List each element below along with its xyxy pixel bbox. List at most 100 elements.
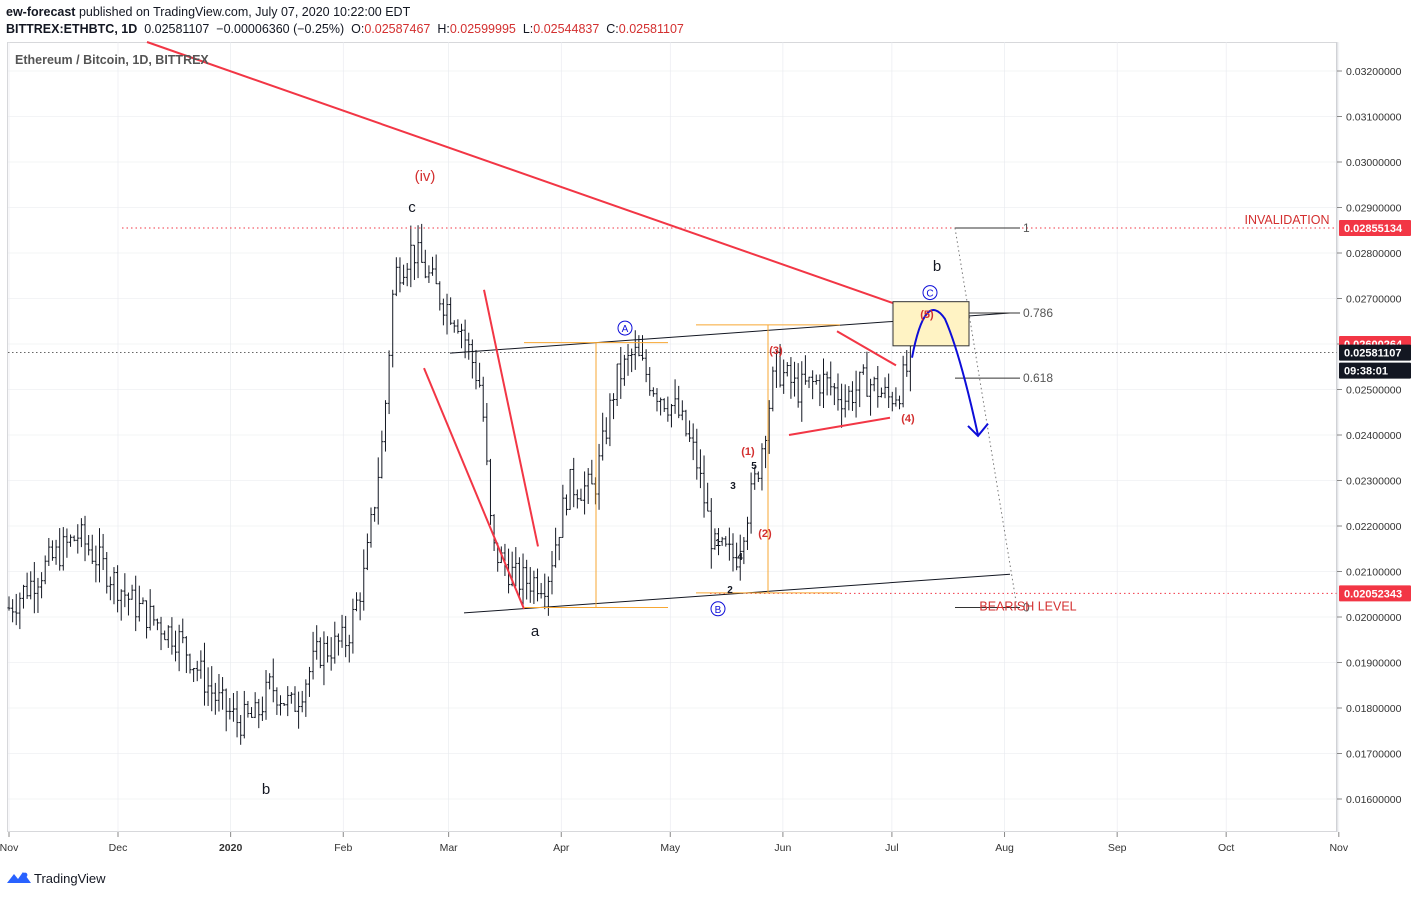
circle-a-label: A [622,324,629,335]
fib-level-label: 0.786 [1023,306,1053,320]
wave4-support-line [788,416,891,436]
chart-title: Ethereum / Bitcoin, 1D, BITTREX [15,53,209,67]
price-axis[interactable]: 0.03200000 0.03100000 0.03000000 0.02900000… [1336,42,1411,832]
time-tick-label: Nov [0,842,19,854]
time-tick-label: Dec [109,842,128,854]
wedge-line-upper [483,289,539,547]
time-tick-label: Feb [334,842,352,854]
price-tick-label: 0.02300000 [1346,476,1402,488]
price-tick-label: 0.03100000 [1346,112,1402,124]
open-label: O: [351,22,365,36]
time-tick-label: Oct [1218,842,1234,854]
price-tag-label: 0.02581107 [1344,348,1402,360]
wave4-resistance-line [836,330,897,367]
price-tag-bg [1339,362,1411,379]
close-label: C: [606,22,619,36]
publish-info: published on TradingView.com, July 07, 2… [78,5,411,19]
quote-line: BITTREX:ETHBTC, 1D 0.02581107 −0.0000636… [6,22,684,36]
wave-a-label: a [531,623,540,640]
last-price: 0.02581107 [144,22,210,36]
wave-iv-label: (iv) [415,168,436,185]
red-trendline [146,41,929,317]
high-label: H: [437,22,450,36]
open-value: 0.02587467 [364,22,431,36]
price-tag-bg [1339,585,1411,602]
price-change: −0.00006360 (−0.25%) [216,22,345,36]
chart-canvas[interactable]: 1 0.786 0.618 0 INVALIDATION BEARISH LEVEL (iv… [0,0,1420,862]
projection-arrow [911,309,979,436]
wave-minor-1-label: 1 [715,538,721,549]
wave-sub-2-label: (2) [758,528,772,540]
author-name[interactable]: ew-forecast [6,5,76,19]
price-tag-bg [1339,219,1411,236]
time-tick-label: Sep [1108,842,1127,854]
close-value: 0.02581107 [618,22,684,36]
circle-c-label-ring [922,285,938,301]
bearish-level-label: BEARISH LEVEL [979,600,1076,614]
publish-line: ew-forecast published on TradingView.com… [6,5,410,19]
time-tick-label: Mar [440,842,459,854]
price-tick-label: 0.01800000 [1346,703,1402,715]
price-tick-label: 0.02800000 [1346,248,1402,260]
wave-c-label: c [408,199,416,216]
fib-level-label: 0.618 [1023,371,1053,385]
drawing-overlay [8,41,1337,614]
circle-c-label: C [926,289,933,300]
wave-b-high-label: b [933,258,941,275]
wave-sub-4-label: (4) [901,413,915,425]
wave-sub-5-label: (5) [920,309,934,321]
time-axis[interactable]: Nov Dec 2020 Feb Mar Apr May Jun Jul Aug Sep Oct Nov [0,832,1349,854]
price-tick-label: 0.01900000 [1346,658,1402,670]
time-tick-label: May [660,842,681,854]
time-tick-label: Apr [553,842,570,854]
circle-b-label: B [715,605,722,616]
time-tick-label: Nov [1329,842,1348,854]
price-tick-label: 0.01700000 [1346,749,1402,761]
price-tick-label: 0.02000000 [1346,612,1402,624]
time-tick-label: Jul [885,842,898,854]
ohlc-bars [7,223,912,745]
fib-level-label: 1 [1023,221,1030,235]
price-tick-label: 0.02200000 [1346,521,1402,533]
price-tag-bg [1339,344,1411,361]
price-tick-label: 0.01600000 [1346,794,1402,806]
price-tick-label: 0.02700000 [1346,294,1402,306]
price-tick-label: 0.02900000 [1346,203,1402,215]
grid-lines [8,42,1340,832]
time-tick-label: 2020 [219,842,243,854]
price-tag-label: 09:38:01 [1344,366,1388,378]
price-tick-label: 0.03200000 [1346,66,1402,78]
target-zone-box [892,301,970,347]
wave-minor-3-label: 3 [730,481,736,492]
circle-a-label-ring [617,320,633,336]
price-tick-label: 0.03000000 [1346,157,1402,169]
wave-minor-2-label: 2 [727,585,733,596]
fib-level-label: 0 [1023,600,1030,614]
triangle-lower-line [463,573,1011,614]
wave-sub-3-label: (3) [769,345,783,357]
footer: TradingView [0,862,1420,897]
time-tick-label: Jun [774,842,791,854]
price-tag-label: 0.02855134 [1344,223,1403,235]
wave-minor-4-label: 4 [737,552,743,563]
annotation-labels: 1 0.786 0.618 0 INVALIDATION BEARISH LEVEL (iv… [262,168,1330,798]
circle-b-label-ring [710,601,726,617]
wave-sub-1-label: (1) [741,446,755,458]
high-value: 0.02599995 [449,22,516,36]
price-tick-label: 0.02100000 [1346,567,1402,579]
tradingview-brand[interactable]: TradingView [34,871,106,886]
price-tag-label: 0.02052343 [1344,588,1402,600]
projection-arrow-head [967,422,989,438]
price-tick-label: 0.02500000 [1346,385,1402,397]
low-value: 0.02544837 [533,22,600,36]
chart-header: ew-forecast published on TradingView.com… [0,0,1420,42]
symbol-label: BITTREX:ETHBTC, 1D [6,22,138,36]
tradingview-logo-icon[interactable] [6,870,32,886]
invalidation-label: INVALIDATION [1245,213,1330,227]
time-tick-label: Aug [995,842,1014,854]
low-label: L: [522,22,534,36]
fib-dotted-diagonal [954,227,1018,608]
wave-b-low-label: b [262,781,270,798]
price-tick-label: 0.02400000 [1346,430,1402,442]
wave-minor-5-label: 5 [751,461,757,472]
